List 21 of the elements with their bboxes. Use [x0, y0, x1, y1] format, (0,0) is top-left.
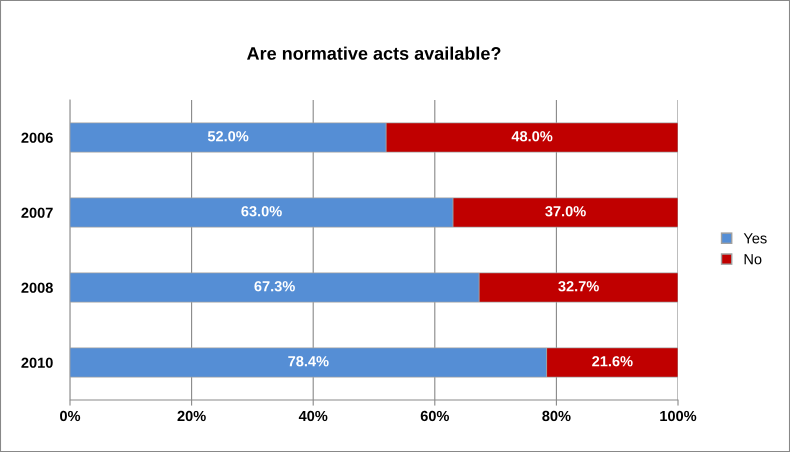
legend-label: Yes: [744, 233, 767, 244]
x-tick-label: 100%: [660, 410, 696, 422]
chart-title: Are normative acts available?: [247, 46, 500, 60]
x-tick-label: 40%: [298, 410, 328, 422]
y-tick-label: 2008: [21, 282, 53, 293]
data-label: 37.0%: [545, 206, 586, 216]
y-tick-label: 2006: [21, 132, 53, 143]
data-label: 78.4%: [288, 356, 329, 366]
data-label: 32.7%: [558, 281, 599, 292]
data-label: 63.0%: [241, 206, 282, 216]
x-tick-label: 60%: [420, 410, 450, 422]
x-tick-label: 0%: [60, 410, 80, 422]
data-label: 67.3%: [254, 281, 295, 292]
y-tick-label: 2007: [21, 208, 53, 218]
y-tick-label: 2010: [21, 358, 53, 368]
x-tick-label: 80%: [542, 410, 571, 422]
legend-label: No: [744, 254, 762, 264]
data-label: 52.0%: [208, 131, 248, 142]
data-label: 21.6%: [592, 356, 633, 366]
data-label: 48.0%: [512, 131, 552, 142]
x-tick-label: 20%: [178, 410, 206, 422]
